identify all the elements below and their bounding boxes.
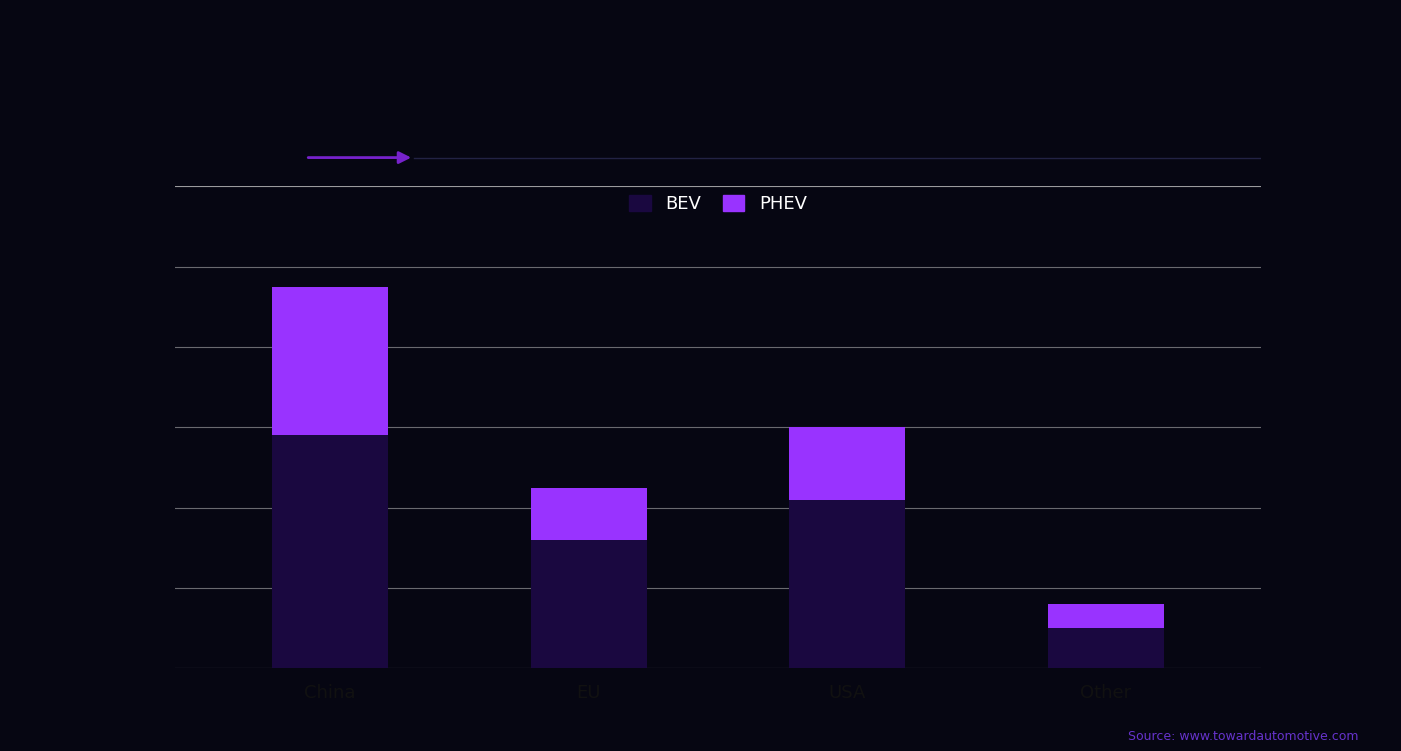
Bar <box>272 287 388 436</box>
Bar <box>1048 629 1164 668</box>
Text: Source: www.towardautomotive.com: Source: www.towardautomotive.com <box>1128 731 1359 743</box>
Bar <box>531 487 647 540</box>
Bar <box>531 540 647 668</box>
Bar <box>789 499 905 668</box>
Bar <box>1048 604 1164 629</box>
Bar <box>789 427 905 499</box>
Legend: BEV, PHEV: BEV, PHEV <box>621 186 815 222</box>
Bar <box>272 436 388 668</box>
